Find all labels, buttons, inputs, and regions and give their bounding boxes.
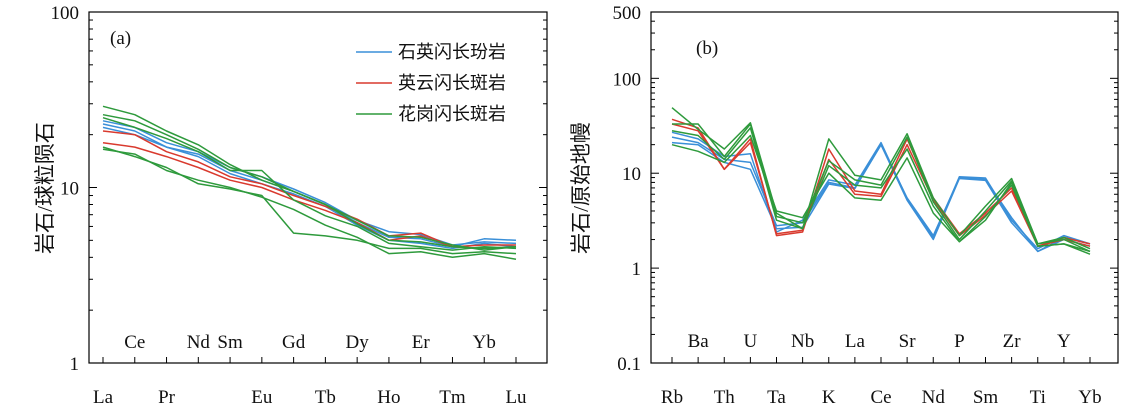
series-line (102, 148, 517, 261)
x-category-label: U (744, 331, 758, 352)
series-line (102, 120, 517, 246)
series-line (102, 113, 517, 250)
series-lines-b (671, 107, 1091, 255)
x-category-label: Y (1057, 331, 1071, 352)
x-category-label: Zr (1003, 331, 1022, 352)
series-line (102, 116, 517, 251)
y-tick-label: 500 (613, 3, 642, 24)
spider-diagram-chart: 0.1 1 10 100 500 Rb Ba Th U Ta Nb K La Ce Sr Nd P Sm Zr Ti… (569, 3, 1119, 408)
category-labels-a: La Ce Pr Nd Sm Eu Gd Tb Dy Ho Er Tm Yb Lu (93, 332, 527, 408)
x-category-label: Gd (282, 332, 306, 353)
y-tick-label: 0.1 (617, 354, 641, 375)
legend: 石英闪长玢岩 英云闪长斑岩 花岗闪长斑岩 (356, 42, 506, 124)
y-axis-tick-labels-a: 1 10 100 (51, 3, 80, 375)
series-line (671, 141, 1091, 253)
x-category-label: K (822, 387, 836, 408)
y-tick-label: 10 (60, 179, 79, 200)
series-lines-a (102, 105, 517, 261)
x-category-label: Nd (187, 332, 211, 353)
series-line (671, 123, 1091, 247)
y-tick-label: 1 (632, 259, 642, 280)
x-category-label: Tb (315, 387, 336, 408)
x-category-label: Ce (870, 387, 891, 408)
series-line (102, 130, 516, 248)
x-category-label: La (845, 331, 866, 352)
x-category-label: Tm (439, 387, 466, 408)
series-line (671, 107, 1091, 250)
x-category-label: Dy (346, 332, 370, 353)
x-category-label: Ta (767, 387, 786, 408)
x-category-label: Th (714, 387, 736, 408)
legend-label-1: 石英闪长玢岩 (398, 42, 506, 62)
x-category-label: Ce (124, 332, 145, 353)
x-category-label: Nd (922, 387, 946, 408)
series-line (102, 141, 517, 250)
category-labels-b: Rb Ba Th U Ta Nb K La Ce Sr Nd P Sm Zr Ti Y Yb (661, 331, 1102, 408)
y-axis-ticks-b (651, 11, 1118, 364)
y-axis-ticks-a (89, 11, 547, 364)
y-axis-label-a: 岩石/球粒陨石 (33, 122, 57, 254)
x-category-label: Yb (473, 332, 496, 353)
series-line (671, 134, 1091, 253)
panel-label-b: (b) (696, 38, 718, 59)
x-category-label: Sm (973, 387, 999, 408)
x-category-label: Rb (661, 387, 683, 408)
x-category-label: Ti (1030, 387, 1046, 408)
x-category-label: Er (412, 332, 431, 353)
legend-label-3: 花岗闪长斑岩 (398, 104, 506, 124)
x-category-label: Yb (1078, 387, 1101, 408)
x-category-label: Ba (688, 331, 710, 352)
y-axis-tick-labels-b: 0.1 1 10 100 500 (613, 3, 642, 375)
x-category-label: Pr (158, 387, 176, 408)
series-line (102, 126, 517, 250)
x-category-label: Nb (791, 331, 814, 352)
y-axis-label-b: 岩石/原始地幔 (569, 122, 593, 254)
series-line (671, 127, 1091, 255)
y-tick-label: 100 (613, 69, 642, 90)
legend-label-2: 英云闪长斑岩 (398, 73, 506, 93)
x-category-label: P (954, 331, 965, 352)
x-category-label: La (93, 387, 114, 408)
x-category-label: Lu (505, 387, 527, 408)
x-category-label: Sm (217, 332, 243, 353)
x-category-label: Sr (899, 331, 917, 352)
plot-frame-a (88, 11, 548, 364)
series-line (102, 105, 517, 251)
x-category-label: Ho (377, 387, 400, 408)
y-tick-label: 10 (622, 164, 641, 185)
panel-label-a: (a) (110, 28, 131, 49)
x-category-label: Eu (251, 387, 273, 408)
series-line (671, 131, 1091, 250)
series-line (102, 146, 517, 255)
y-tick-label: 100 (51, 3, 80, 24)
y-tick-label: 1 (70, 354, 80, 375)
